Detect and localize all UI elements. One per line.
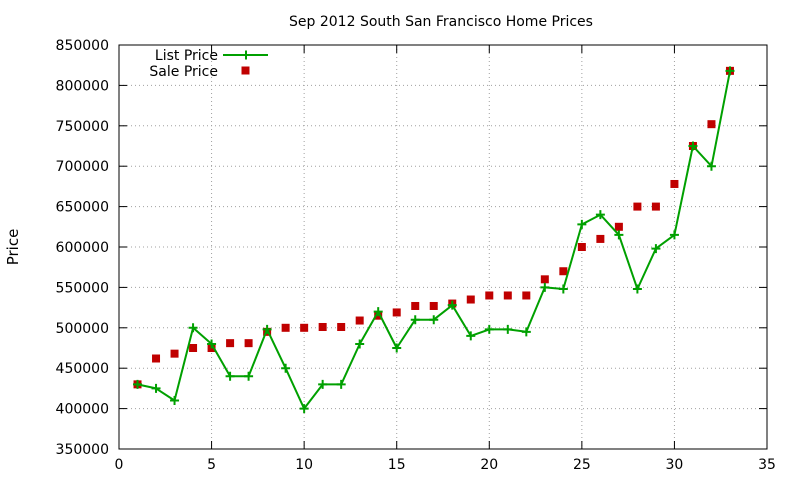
- x-tick-label: 35: [758, 457, 776, 473]
- grid: [119, 45, 767, 449]
- list-price-point: [688, 141, 698, 151]
- legend-label-list-price: List Price: [155, 48, 218, 64]
- x-tick-label: 0: [115, 457, 124, 473]
- list-price-point: [318, 379, 328, 389]
- y-tick-label: 350000: [56, 442, 109, 458]
- list-price-point: [244, 371, 254, 381]
- list-price-point: [558, 284, 568, 294]
- x-tick-label: 15: [388, 457, 406, 473]
- y-tick-label: 450000: [56, 361, 109, 377]
- sale-price-point: [281, 323, 290, 332]
- sale-price-point: [707, 120, 716, 129]
- sale-price-point: [189, 344, 198, 352]
- sale-price-point: [614, 222, 623, 231]
- sale-price-point: [392, 308, 401, 317]
- sale-price-point: [596, 234, 605, 243]
- y-tick-label: 400000: [56, 402, 109, 418]
- legend-marker-list-price: [241, 50, 251, 60]
- x-tick-label: 5: [207, 457, 216, 473]
- sale-price-point: [466, 295, 475, 304]
- sale-price-point: [152, 354, 161, 363]
- list-price-point: [299, 404, 309, 414]
- sale-price-point: [300, 323, 309, 332]
- y-tick-label: 550000: [56, 280, 109, 296]
- list-price-point: [281, 363, 291, 373]
- list-price-point: [225, 371, 235, 381]
- y-tick-label: 700000: [56, 159, 109, 175]
- list-price-point: [484, 324, 494, 334]
- list-price-point: [503, 324, 513, 334]
- list-price-point: [207, 339, 217, 349]
- sale-price-point: [226, 339, 235, 348]
- sale-price-point: [651, 202, 660, 211]
- list-price-point: [262, 324, 272, 334]
- list-price-point: [429, 315, 439, 325]
- list-price-point: [521, 327, 531, 337]
- x-tick-label: 30: [666, 457, 684, 473]
- y-axis-label: Price: [4, 229, 22, 266]
- list-price-point: [133, 379, 143, 389]
- y-tick-label: 800000: [56, 78, 109, 94]
- list-price-point: [188, 323, 198, 333]
- list-price-point: [466, 331, 476, 341]
- legend: List Price Sale Price: [149, 48, 268, 80]
- list-price-point: [632, 284, 642, 294]
- sale-price-point: [540, 275, 549, 284]
- series-layer: [133, 66, 735, 414]
- list-price-point: [170, 396, 180, 406]
- list-price-point: [614, 230, 624, 240]
- list-price-point: [373, 307, 383, 317]
- list-price-point: [595, 210, 605, 220]
- sale-price-point: [503, 291, 512, 300]
- x-tick-label: 25: [573, 457, 591, 473]
- sale-price-point: [522, 291, 531, 300]
- axis-ticks: 0 5 10 15 20 25 30 35 350000 400000 450000 500000 55…: [56, 38, 776, 473]
- sale-price-point: [577, 243, 586, 251]
- sale-price-point: [633, 202, 642, 211]
- y-tick-label: 850000: [56, 38, 109, 54]
- list-price-point: [355, 339, 365, 349]
- list-price-point: [392, 343, 402, 353]
- y-tick-label: 500000: [56, 321, 109, 337]
- list-price-point: [151, 383, 161, 393]
- y-tick-label: 600000: [56, 240, 109, 256]
- list-price-point: [577, 219, 587, 229]
- y-tick-label: 650000: [56, 200, 109, 216]
- sale-price-point: [559, 267, 568, 276]
- chart-title: Sep 2012 South San Francisco Home Prices: [289, 14, 593, 30]
- sale-price-point: [411, 301, 420, 310]
- list-price-point: [447, 300, 457, 310]
- list-price-point: [706, 161, 716, 171]
- sale-price-point: [355, 316, 364, 325]
- list-price-point: [410, 315, 420, 325]
- y-tick-label: 750000: [56, 119, 109, 135]
- sale-price-point: [318, 322, 327, 331]
- sale-price-point: [244, 339, 253, 348]
- list-price-point: [540, 282, 550, 292]
- list-price-point: [336, 379, 346, 389]
- legend-marker-sale-price: [241, 66, 250, 75]
- legend-label-sale-price: Sale Price: [149, 64, 218, 80]
- x-tick-label: 20: [480, 457, 498, 473]
- sale-price-point: [670, 179, 679, 188]
- sale-price-point: [485, 291, 494, 300]
- list-price-line: [137, 70, 731, 410]
- sale-price-point: [170, 349, 179, 358]
- sale-price-point: [337, 322, 346, 331]
- list-price-point: [725, 66, 735, 76]
- x-tick-label: 10: [295, 457, 313, 473]
- sale-price-point: [429, 301, 438, 310]
- list-price-point: [669, 230, 679, 240]
- list-price-point: [651, 244, 661, 254]
